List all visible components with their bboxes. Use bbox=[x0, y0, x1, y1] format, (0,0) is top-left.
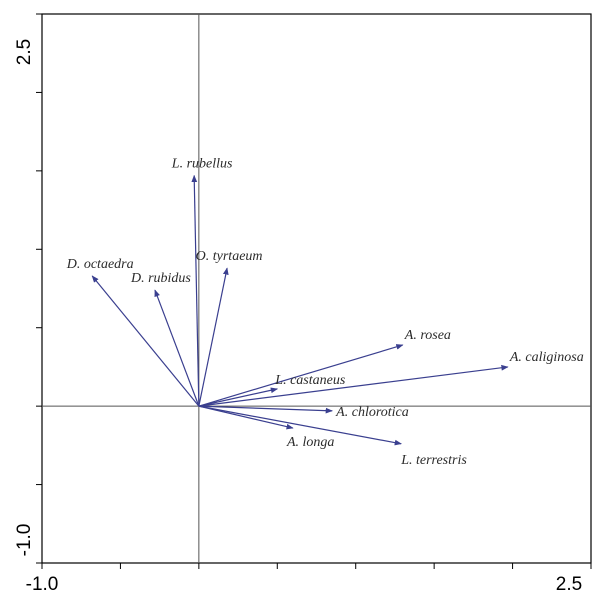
species-label: D. octaedra bbox=[66, 257, 134, 272]
species-vector-arrow bbox=[191, 174, 200, 407]
species-label: L. terrestris bbox=[400, 453, 467, 468]
species-vector-arrow bbox=[198, 405, 294, 430]
species-vector-arrow bbox=[198, 267, 229, 407]
species-vector-arrow bbox=[198, 405, 402, 446]
species-vector-arrow bbox=[198, 405, 333, 414]
species-label: A. chlorotica bbox=[335, 405, 409, 420]
species-label: A. rosea bbox=[404, 328, 451, 343]
species-vector-arrow bbox=[198, 344, 404, 407]
species-label: A. longa bbox=[286, 435, 334, 450]
species-label: A. caliginosa bbox=[509, 350, 584, 365]
species-label: O. tyrtaeum bbox=[196, 249, 263, 264]
species-label: L. rubellus bbox=[171, 157, 233, 172]
x-tick-label-min: -1.0 bbox=[26, 574, 59, 595]
species-vector-arrow bbox=[198, 364, 509, 407]
plot-frame bbox=[41, 13, 592, 564]
x-tick-label-max: 2.5 bbox=[556, 574, 582, 595]
species-vector-arrow bbox=[91, 275, 200, 407]
zero-reference-lines bbox=[42, 14, 591, 563]
species-vector-arrow bbox=[198, 387, 278, 407]
y-tick-label-max: 2.5 bbox=[14, 39, 35, 65]
y-tick-label-min: -1.0 bbox=[14, 524, 35, 557]
species-label: D. rubidus bbox=[130, 271, 191, 286]
species-vector-arrow bbox=[154, 289, 200, 407]
species-label: L. castaneus bbox=[274, 373, 346, 388]
axis-ticks bbox=[36, 13, 592, 569]
species-vectors bbox=[91, 174, 509, 446]
